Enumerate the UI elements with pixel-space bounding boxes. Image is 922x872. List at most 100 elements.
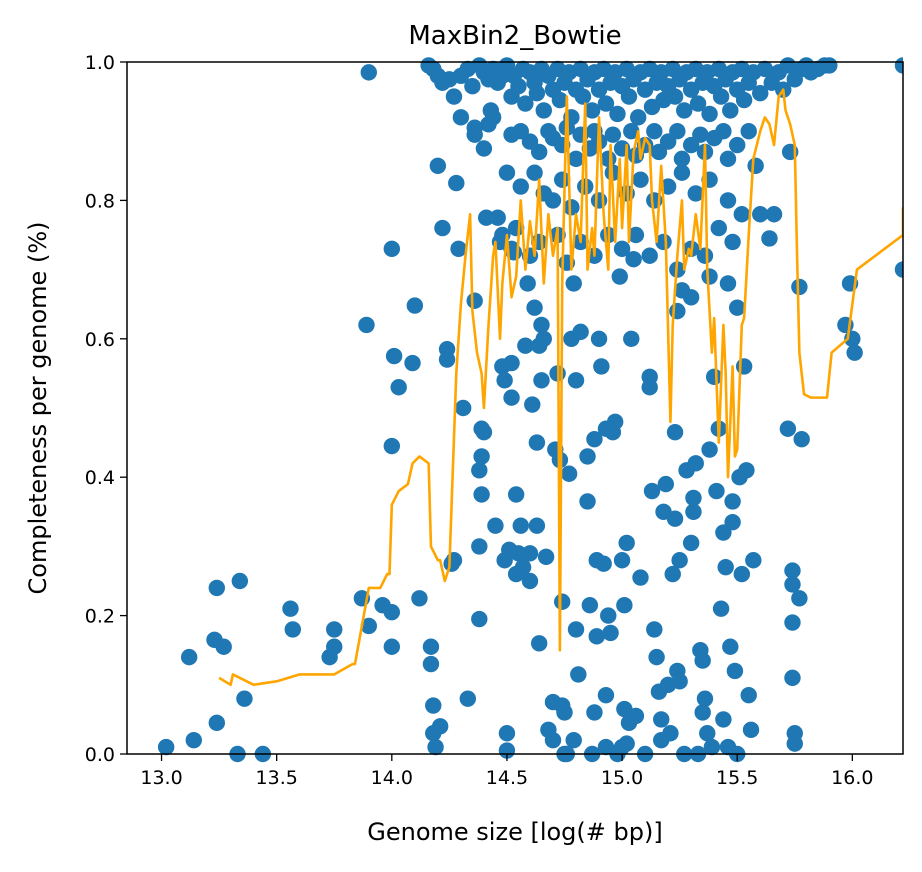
scatter-point [756,60,774,78]
scatter-point [431,718,449,735]
scatter-point [673,150,691,168]
scatter-point [632,171,649,188]
scatter-point [708,482,725,500]
scatter-point [360,617,377,635]
scatter-point [687,185,704,202]
scatter-point [510,545,527,562]
scatter-point [519,275,536,292]
scatter-point [613,552,631,569]
scatter-point [422,655,440,673]
scatter-point [475,140,493,157]
scatter-point [567,621,585,638]
scatter-point [696,247,714,264]
scatter-point [383,603,401,621]
scatter-point [733,565,751,583]
scatter-point [742,721,760,738]
scatter-point [544,192,562,209]
y-tick-label: 0.0 [85,744,115,766]
scatter-point [784,562,801,579]
scatter-point [696,690,714,707]
scatter-point [606,413,624,431]
scatter-point [588,628,605,645]
scatter-point [694,652,711,669]
scatter-point [528,517,546,534]
scatter-point [595,555,612,572]
scatter-point [180,648,198,666]
scatter-point [784,576,801,593]
scatter-point [846,344,863,361]
scatter-point [581,597,599,614]
scatter-point [498,164,516,181]
scatter-point [422,638,440,655]
scatter-point [445,88,463,105]
scatter-point [572,323,589,341]
x-tick-label: 13.0 [140,767,182,789]
scatter-point [530,635,548,652]
scatter-point [524,396,541,413]
scatter-point [646,621,663,638]
y-axis-label: Completeness per genome (%) [24,222,52,595]
scatter-point [537,548,555,565]
scatter-point [503,354,520,372]
scatter-point [551,91,569,109]
scatter-point [535,102,552,119]
scatter-point [643,482,661,500]
scatter-point [685,489,702,507]
scatter-point [282,600,299,617]
x-tick-label: 16.0 [831,767,873,789]
scatter-point [583,102,601,119]
scatter-point [613,240,631,258]
scatter-point [786,735,803,752]
y-axis-label-group: Completeness per genome (%) [24,222,52,595]
scatter-point [517,95,534,112]
scatter-point [471,610,488,628]
chart-title: MaxBin2_Bowtie [408,21,621,51]
scatter-point [473,486,490,503]
scatter-point [701,441,718,458]
scatter-point [535,330,552,347]
scatter-point [694,704,711,721]
scatter-point [560,465,578,482]
scatter-point [475,424,493,441]
scatter-point [563,199,580,216]
scatter-point [503,389,520,406]
y-tick-label: 0.2 [85,606,115,628]
scatter-point [784,669,801,687]
scatter-point [507,486,525,503]
scatter-point [208,579,225,597]
scatter-point [671,552,688,569]
x-tick-label: 14.5 [486,767,528,789]
scatter-point [719,192,737,209]
scatter-point [586,430,603,448]
scatter-point [554,593,571,610]
scatter-point [530,143,548,161]
scatter-point [498,725,516,742]
scatter-point [632,569,649,586]
scatter-point [641,247,658,264]
scatter-point [600,607,617,624]
scatter-point [705,368,723,386]
scatter-point [593,358,610,375]
scatter-point [454,399,472,417]
scatter-point [752,206,769,223]
x-tick-label: 14.0 [371,767,413,789]
y-tick-label: 1.0 [85,52,115,74]
scatter-point [682,289,700,306]
scatter-point [784,614,801,631]
scatter-point [236,690,253,707]
scatter-point [671,673,688,690]
scatter-point [659,178,677,195]
scatter-point [512,517,529,534]
scatter-point [623,123,640,140]
scatter-point [429,157,447,174]
scatter-point [699,725,716,742]
scatter-point [157,738,175,756]
scatter-point [726,662,744,680]
scatter-point [722,638,739,655]
scatter-point [438,351,456,368]
scatter-point [712,600,730,617]
scatter-point [473,448,490,465]
scatter-point [724,493,741,510]
scatter-point [471,462,488,479]
